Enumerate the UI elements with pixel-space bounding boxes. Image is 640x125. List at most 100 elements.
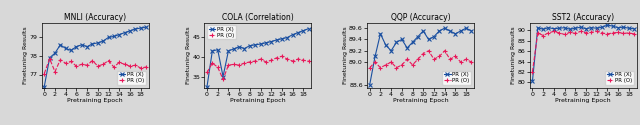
PR (X) [566,28,573,30]
Legend: PR (X), PR (O): PR (X), PR (O) [442,70,471,85]
PR (O) [121,64,129,65]
PR (O) [545,32,552,34]
PR (X) [230,48,237,50]
PR (O) [305,60,312,62]
X-axis label: Pretraining Epoch: Pretraining Epoch [556,98,611,103]
Title: QQP (Accuracy): QQP (Accuracy) [391,13,451,22]
PR (O) [382,64,390,66]
PR (X) [556,28,563,29]
PR (X) [305,28,312,29]
PR (O) [376,67,384,68]
PR (O) [572,33,579,34]
PR (X) [582,28,590,29]
PR (O) [446,58,454,60]
PR (O) [51,71,59,72]
PR (O) [220,79,227,80]
PR (X) [78,44,86,46]
Y-axis label: Finetuning Results: Finetuning Results [342,26,348,84]
PR (X) [392,42,400,43]
PR (O) [409,64,417,66]
PR (O) [604,33,611,35]
PR (X) [94,42,102,44]
PR (X) [446,30,454,32]
PR (X) [246,45,253,46]
PR (O) [419,53,427,54]
PR (O) [414,58,422,60]
PR (X) [56,44,64,46]
PR (O) [398,64,406,66]
PR (X) [462,27,470,29]
PR (X) [220,76,227,77]
PR (O) [72,65,80,67]
PR (O) [40,73,48,74]
PR (X) [252,44,259,46]
PR (X) [577,26,584,28]
PR (X) [262,42,269,44]
PR (X) [529,80,536,82]
PR (X) [241,48,248,49]
PR (X) [614,27,622,28]
PR (X) [609,25,616,27]
PR (O) [203,72,211,73]
PR (X) [278,38,286,40]
PR (O) [300,60,307,61]
PR (O) [88,60,96,61]
PR (O) [529,71,536,73]
Legend: PR (X), PR (O): PR (X), PR (O) [207,25,236,40]
PR (X) [115,34,123,35]
Line: PR (O): PR (O) [530,29,637,74]
PR (O) [468,61,476,63]
PR (X) [214,49,221,50]
PR (O) [214,66,221,68]
PR (O) [56,59,64,60]
PR (O) [294,58,302,60]
PR (X) [593,28,600,29]
PR (O) [441,50,449,51]
PR (X) [99,40,107,42]
PR (O) [387,61,395,63]
PR (O) [268,60,275,61]
Y-axis label: Finetuning Results: Finetuning Results [511,26,516,84]
PR (X) [409,42,417,43]
Y-axis label: Finetuning Results: Finetuning Results [186,26,191,84]
PR (O) [625,32,632,34]
PR (O) [609,32,616,34]
PR (X) [294,32,302,33]
PR (O) [137,67,145,69]
PR (X) [62,48,70,49]
X-axis label: Pretraining Epoch: Pretraining Epoch [67,98,123,103]
PR (X) [414,36,422,37]
PR (X) [425,39,433,40]
PR (O) [62,63,70,64]
PR (X) [572,28,579,29]
PR (O) [241,62,248,64]
PR (O) [67,61,75,62]
X-axis label: Pretraining Epoch: Pretraining Epoch [393,98,449,103]
PR (O) [110,66,118,68]
PR (X) [540,28,547,30]
PR (O) [366,67,374,68]
Line: PR (X): PR (X) [367,26,474,87]
PR (X) [387,50,395,51]
PR (X) [121,32,129,34]
PR (O) [284,58,291,60]
PR (X) [534,27,541,28]
PR (O) [371,61,379,63]
PR (O) [289,60,296,62]
PR (O) [561,34,568,35]
PR (X) [598,26,606,28]
PR (O) [425,50,433,51]
PR (X) [257,43,264,45]
PR (O) [630,33,638,35]
PR (X) [403,47,411,49]
Line: PR (O): PR (O) [367,48,474,70]
PR (X) [110,36,118,37]
PR (O) [392,67,400,68]
PR (O) [252,60,259,62]
PR (O) [230,64,237,65]
Legend: PR (X), PR (O): PR (X), PR (O) [117,70,146,85]
PR (X) [236,46,243,48]
PR (X) [209,50,216,52]
X-axis label: Pretraining Epoch: Pretraining Epoch [230,98,285,103]
PR (O) [582,32,590,34]
